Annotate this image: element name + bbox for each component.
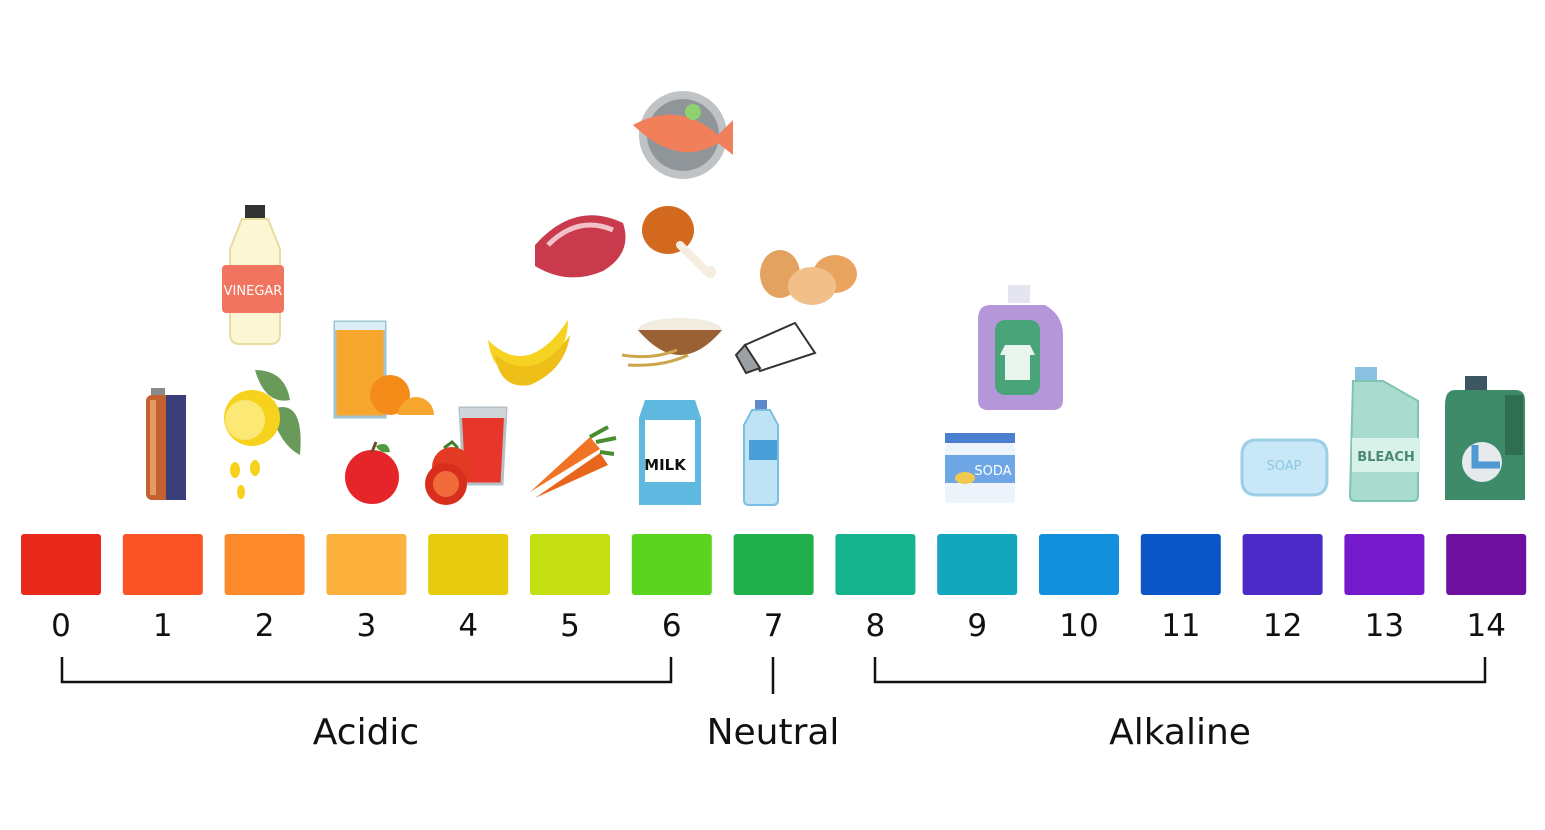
ph-swatch-10 [1039,534,1119,595]
salt-shaker-icon [734,321,817,375]
bleach-bottle-icon: BLEACH [1348,367,1420,502]
carrots-icon [530,425,617,498]
ph-swatch-7 [733,534,814,595]
ph-swatch-9 [937,534,1018,595]
detergent-bottle-icon [978,285,1063,410]
acidic-bracket [60,657,673,684]
fish-dish-icon [633,91,733,179]
ph-number-14: 14 [1466,608,1505,644]
group-brackets [60,657,1487,694]
ph-color-swatches [21,534,1527,595]
bananas-icon [488,320,570,386]
ph-number-5: 5 [560,608,580,644]
ph-number-3: 3 [357,608,377,644]
ph-number-0: 0 [51,608,71,644]
ph-swatch-1 [122,534,203,595]
ph-swatch-6 [631,534,712,595]
soda-label: SODA [974,464,1011,479]
ph-swatch-0 [21,534,101,595]
tomatoes-icon [425,440,472,505]
ph-number-1: 1 [153,608,173,644]
soap-label: SOAP [1267,459,1302,474]
ph-swatch-12 [1242,534,1323,595]
ph-number-6: 6 [662,608,682,644]
rice-bowl-icon [621,318,722,367]
ph-number-12: 12 [1263,608,1302,644]
ph-swatch-8 [835,534,916,595]
ph-number-2: 2 [255,608,275,644]
battery-icon [146,388,186,500]
ph-number-11: 11 [1161,608,1200,644]
vinegar-bottle-icon: VINEGAR [222,205,284,345]
ph-swatch-2 [224,534,305,595]
ph-swatch-13 [1344,534,1425,595]
bleach-label: BLEACH [1357,450,1415,465]
ph-number-4: 4 [458,608,478,644]
drain-cleaner-icon [1445,376,1525,500]
eggs-icon [760,250,857,305]
alkaline-bracket [873,657,1487,684]
neutral-label: Neutral [706,712,840,753]
alkaline-label: Alkaline [1109,712,1251,753]
milk-label: MILK [644,456,687,474]
ph-swatch-11 [1140,534,1221,595]
ph-number-7: 7 [764,608,784,644]
soap-bar-icon: SOAP [1240,438,1329,497]
acidic-label: Acidic [312,712,420,753]
lemon-icon [224,370,301,499]
ph-swatch-14 [1446,534,1527,595]
chicken-leg-icon [642,206,716,278]
baking-soda-icon: SODA [945,433,1015,503]
ph-swatch-3 [326,534,407,595]
vinegar-label: VINEGAR [224,284,283,299]
apple-icon [345,441,399,504]
orange-juice-icon [333,320,434,419]
ph-swatch-4 [428,534,509,595]
ph-number-13: 13 [1365,608,1404,644]
ph-swatch-5 [530,534,610,595]
ph-number-10: 10 [1059,608,1098,644]
ph-number-8: 8 [866,608,886,644]
water-bottle-icon [743,400,779,506]
ph-number-9: 9 [967,608,987,644]
steak-icon [535,215,626,278]
milk-carton-icon: MILK [639,400,701,505]
ph-scale-numbers: 0 1 2 3 4 5 6 7 8 9 10 11 12 13 14 [51,608,1506,644]
